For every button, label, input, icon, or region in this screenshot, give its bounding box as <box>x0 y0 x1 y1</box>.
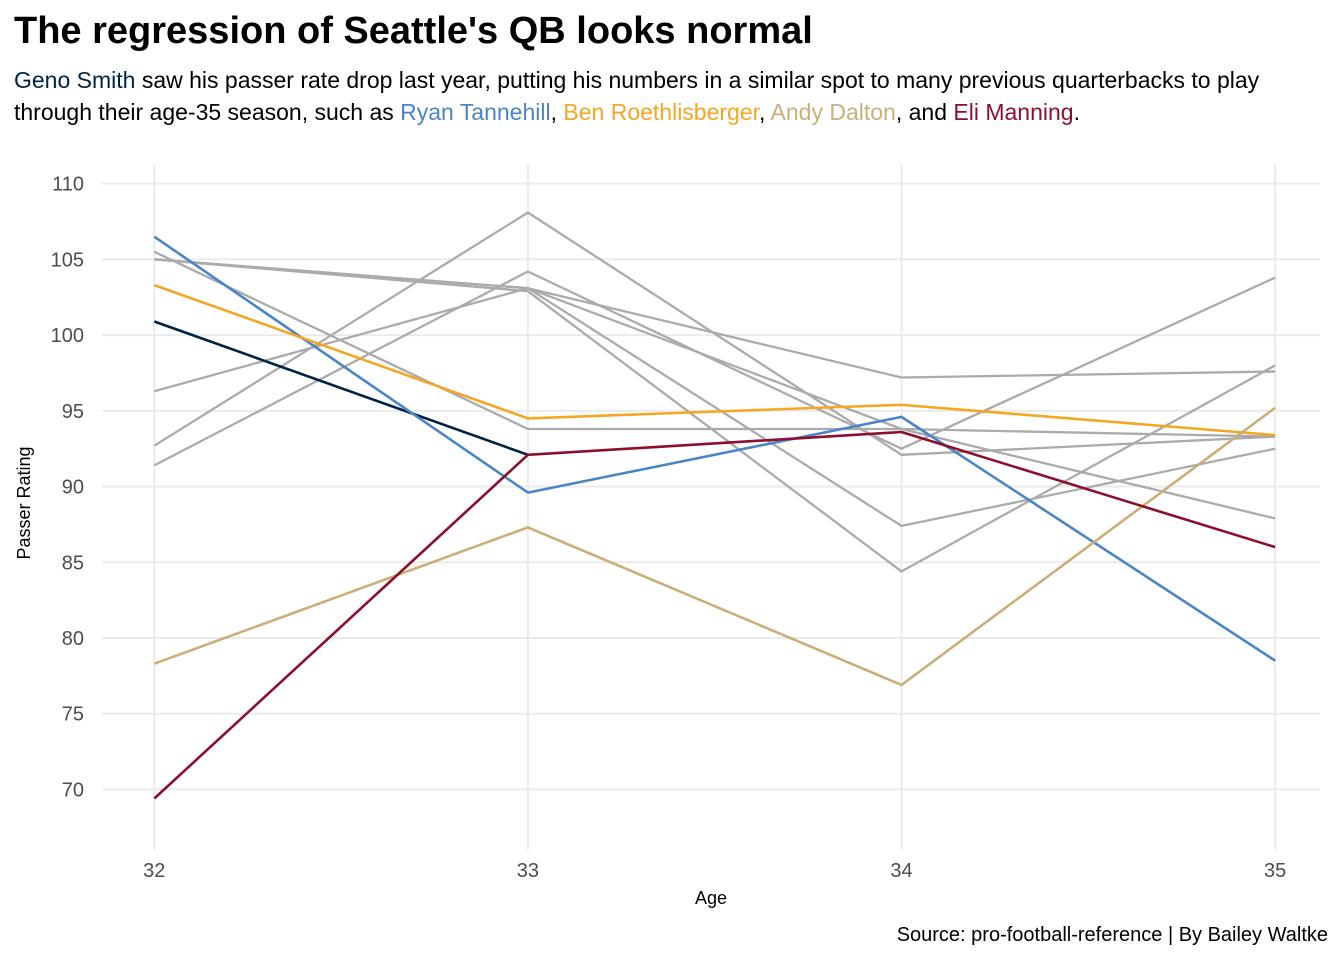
subtitle-ryan-tannehill: Ryan Tannehill <box>400 99 551 125</box>
y-tick-label: 105 <box>51 249 84 271</box>
background-series <box>153 211 1276 573</box>
x-tick-label: 35 <box>1264 860 1286 882</box>
y-axis-title: Passer Rating <box>14 446 34 559</box>
y-tick-label: 110 <box>52 174 84 196</box>
background-series-line <box>153 211 1276 456</box>
background-series-line <box>154 258 1276 573</box>
source-caption: Source: pro-football-reference | By Bail… <box>897 924 1328 946</box>
subtitle-period: . <box>1073 99 1080 125</box>
y-axis: 70 75 80 85 90 95 100 105 110 <box>51 174 84 802</box>
chart-subtitle: Geno Smith saw his passer rate drop last… <box>14 64 1330 128</box>
subtitle-text: saw his passer rate drop last year, putt… <box>14 67 1260 125</box>
subtitle-ben-roethlisberger: Ben Roethlisberger <box>563 99 760 125</box>
y-tick-label: 95 <box>62 401 84 423</box>
x-tick-label: 34 <box>890 860 912 882</box>
y-tick-label: 85 <box>62 552 84 574</box>
series-line-ryan-tannehill <box>153 235 1276 662</box>
subtitle-andy-dalton: Andy Dalton <box>770 99 896 125</box>
background-series-line <box>153 270 1276 467</box>
subtitle-geno-smith: Geno Smith <box>14 67 136 93</box>
subtitle-separator: , and <box>895 99 954 125</box>
y-tick-label: 75 <box>62 704 84 726</box>
subtitle-eli-manning: Eli Manning <box>953 99 1074 125</box>
y-tick-label: 80 <box>62 628 84 650</box>
series-line-geno-smith <box>153 320 529 457</box>
y-tick-label: 90 <box>62 477 84 499</box>
y-tick-label: 100 <box>51 325 84 347</box>
background-series-line <box>153 287 1276 528</box>
grid-lines <box>102 164 1320 850</box>
subtitle-separator: , <box>759 99 771 125</box>
chart-title: The regression of Seattle's QB looks nor… <box>14 10 813 52</box>
highlight-series <box>153 235 1276 800</box>
series-line-ben-roethlisberger <box>153 283 1276 437</box>
background-series-line <box>154 258 1276 520</box>
x-tick-label: 32 <box>143 860 165 882</box>
series-line-eli-manning <box>153 430 1276 800</box>
x-axis: 32 33 34 35 <box>143 860 1286 882</box>
x-axis-title: Age <box>695 888 727 908</box>
series-line-andy-dalton <box>153 406 1276 687</box>
y-tick-label: 70 <box>62 779 84 801</box>
subtitle-separator: , <box>550 99 564 125</box>
x-tick-label: 33 <box>517 860 539 882</box>
